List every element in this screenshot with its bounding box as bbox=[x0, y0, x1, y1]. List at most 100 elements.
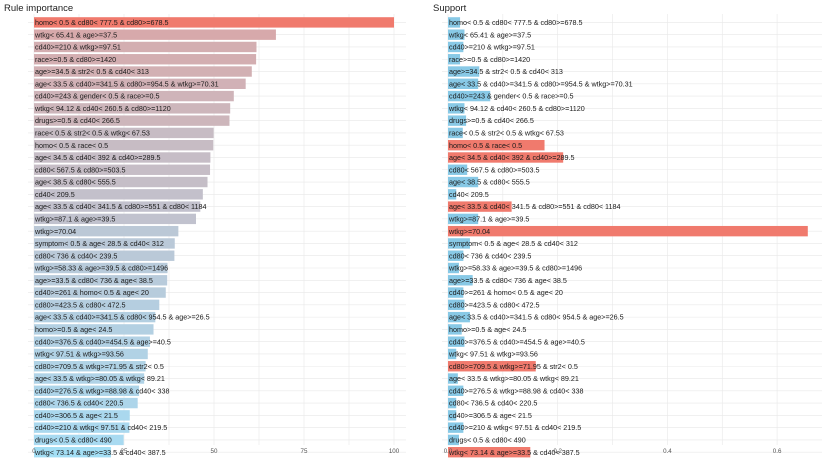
importance-bar bbox=[34, 127, 214, 139]
support-bar-label: wtkg< 65.41 & age>=37.5 bbox=[448, 30, 531, 39]
importance-bar-label: age< 33.5 & cd40>=341.5 & cd80< 954.5 & … bbox=[35, 313, 210, 322]
importance-x-tick-label: 75 bbox=[301, 448, 308, 455]
importance-bar-label: age< 33.5 & wtkg>=80.05 & wtkg< 89.21 bbox=[35, 374, 165, 383]
importance-bar bbox=[34, 152, 211, 163]
importance-panel: Rule importance homo< 0.5 & cd80< 777.5 &… bbox=[4, 3, 406, 458]
importance-bar bbox=[34, 66, 252, 77]
importance-bar-label: cd40>=243 & gender< 0.5 & race>=0.5 bbox=[35, 92, 159, 101]
support-bar-label: wtkg>=58.33 & age>=39.5 & cd80>=1496 bbox=[448, 264, 582, 273]
importance-bar bbox=[34, 103, 231, 114]
importance-bar-label: cd40>=376.5 & cd40>=454.5 & age>=40.5 bbox=[35, 337, 171, 346]
importance-bar-label: cd80>=423.5 & cd80< 472.5 bbox=[35, 300, 126, 309]
support-bar bbox=[448, 299, 465, 311]
importance-bar-label: age>=33.5 & cd80< 736 & age< 38.5 bbox=[35, 276, 153, 285]
support-bar bbox=[448, 385, 464, 396]
support-bar bbox=[448, 66, 480, 77]
support-bar bbox=[448, 17, 461, 28]
importance-bar bbox=[34, 140, 214, 151]
importance-bar-label: wtkg>=70.04 bbox=[34, 227, 76, 236]
support-bar-label: race>=0.5 & cd80>=1420 bbox=[449, 55, 530, 64]
support-x-tick-label: 0.6 bbox=[773, 448, 782, 455]
importance-bar-label: cd40>=276.5 & wtkg>=88.98 & cd40< 338 bbox=[35, 386, 169, 395]
support-x-tick-label: 0.2 bbox=[553, 448, 562, 455]
support-bar-label: cd40>=210 & wtkg>=97.51 bbox=[449, 43, 535, 52]
support-bar-label: wtkg< 97.51 & wtkg>=93.56 bbox=[448, 350, 538, 359]
support-bar-label: homo< 0.5 & race< 0.5 bbox=[449, 141, 522, 150]
support-bar bbox=[448, 90, 491, 102]
importance-bar-label: age>=34.5 & str2< 0.5 & cd40< 313 bbox=[35, 67, 149, 76]
support-bar bbox=[448, 447, 531, 458]
importance-bar bbox=[34, 17, 394, 28]
support-bar bbox=[448, 348, 457, 360]
support-bar bbox=[448, 287, 464, 298]
importance-bar bbox=[34, 262, 168, 274]
support-bar bbox=[448, 140, 545, 151]
importance-bar bbox=[34, 164, 211, 175]
support-bar bbox=[448, 152, 564, 163]
importance-bar-label: cd40>=261 & homo< 0.5 & age< 20 bbox=[35, 288, 149, 297]
support-bar bbox=[448, 41, 464, 53]
support-bar-label: cd40>=243 & gender< 0.5 & race>=0.5 bbox=[449, 92, 573, 101]
support-panel-title: Support bbox=[433, 3, 467, 14]
support-bar bbox=[448, 311, 470, 323]
support-bar bbox=[448, 201, 512, 212]
support-bar bbox=[448, 225, 808, 237]
support-bar-label: cd80>=423.5 & cd80< 472.5 bbox=[449, 300, 540, 309]
importance-bar bbox=[34, 78, 246, 89]
importance-bar bbox=[34, 54, 257, 65]
importance-bar-label: age< 33.5 & cd40< 341.5 & cd80>=551 & cd… bbox=[35, 202, 207, 211]
support-bar-label: symptom< 0.5 & age< 28.5 & cd40< 312 bbox=[449, 239, 578, 248]
support-bar bbox=[448, 324, 462, 335]
support-bar-label: wtkg< 94.12 & cd40< 260.5 & cd80>=1120 bbox=[448, 104, 585, 113]
support-bar bbox=[448, 373, 458, 384]
importance-bar bbox=[34, 287, 166, 298]
importance-bar-label: cd80< 567.5 & cd80>=503.5 bbox=[35, 165, 126, 174]
support-bar bbox=[448, 238, 470, 249]
support-bar-label: race< 0.5 & str2< 0.5 & wtkg< 67.53 bbox=[449, 129, 564, 138]
importance-bar-label: cd40>=210 & wtkg< 97.51 & cd40< 219.5 bbox=[35, 423, 167, 432]
importance-bar bbox=[34, 447, 112, 458]
importance-bar bbox=[34, 410, 130, 421]
importance-bar bbox=[34, 422, 130, 433]
importance-bar-label: age< 38.5 & cd80< 555.5 bbox=[35, 178, 116, 187]
support-bar bbox=[448, 189, 457, 200]
importance-bar bbox=[34, 361, 146, 372]
support-bar-label: age< 38.5 & cd80< 555.5 bbox=[449, 178, 530, 187]
support-bar bbox=[448, 213, 479, 225]
importance-bar-label: homo< 0.5 & cd80< 777.5 & cd80>=678.5 bbox=[35, 18, 168, 27]
support-bar-label: age>=34.5 & str2< 0.5 & cd40< 313 bbox=[449, 67, 563, 76]
importance-bar bbox=[34, 373, 145, 384]
support-bar bbox=[448, 29, 465, 40]
support-bar bbox=[448, 336, 465, 347]
importance-bar-label: race>=0.5 & cd80>=1420 bbox=[35, 55, 116, 64]
importance-bar-label: wtkg< 94.12 & cd40< 260.5 & cd80>=1120 bbox=[34, 104, 171, 113]
importance-bar bbox=[34, 434, 124, 446]
importance-bar bbox=[34, 238, 175, 249]
support-x-tick-label: 0.4 bbox=[663, 448, 672, 455]
importance-bar bbox=[34, 250, 175, 261]
importance-bar-label: cd40>=210 & wtkg>=97.51 bbox=[35, 43, 121, 52]
importance-bar-label: wtkg< 65.41 & age>=37.5 bbox=[34, 30, 117, 39]
importance-bar bbox=[34, 397, 138, 409]
importance-bar-label: race< 0.5 & str2< 0.5 & wtkg< 67.53 bbox=[35, 129, 150, 138]
support-bar-label: age< 33.5 & cd40< 341.5 & cd80>=551 & cd… bbox=[449, 202, 621, 211]
support-bar bbox=[448, 164, 468, 175]
support-bar-label: cd40>=261 & homo< 0.5 & age< 20 bbox=[449, 288, 563, 297]
importance-bar-label: wtkg>=58.33 & age>=39.5 & cd80>=1496 bbox=[34, 264, 168, 273]
importance-bar-label: homo< 0.5 & race< 0.5 bbox=[35, 141, 108, 150]
support-bar bbox=[448, 250, 464, 261]
support-bar-label: cd40< 209.5 bbox=[449, 190, 489, 199]
importance-bar bbox=[34, 29, 276, 40]
support-bar bbox=[448, 54, 461, 65]
importance-x-tick-label: 0 bbox=[32, 448, 36, 455]
support-bar-label: cd40>=210 & wtkg< 97.51 & cd40< 219.5 bbox=[449, 423, 581, 432]
support-bar-label: wtkg>=70.04 bbox=[448, 227, 490, 236]
importance-bar bbox=[34, 41, 257, 53]
importance-bar bbox=[34, 176, 208, 188]
support-bar bbox=[448, 422, 464, 433]
support-bar-label: cd80< 567.5 & cd80>=503.5 bbox=[449, 165, 540, 174]
importance-bar bbox=[34, 311, 156, 323]
importance-bar-label: cd80>=709.5 & wtkg>=71.95 & str2< 0.5 bbox=[35, 362, 164, 371]
